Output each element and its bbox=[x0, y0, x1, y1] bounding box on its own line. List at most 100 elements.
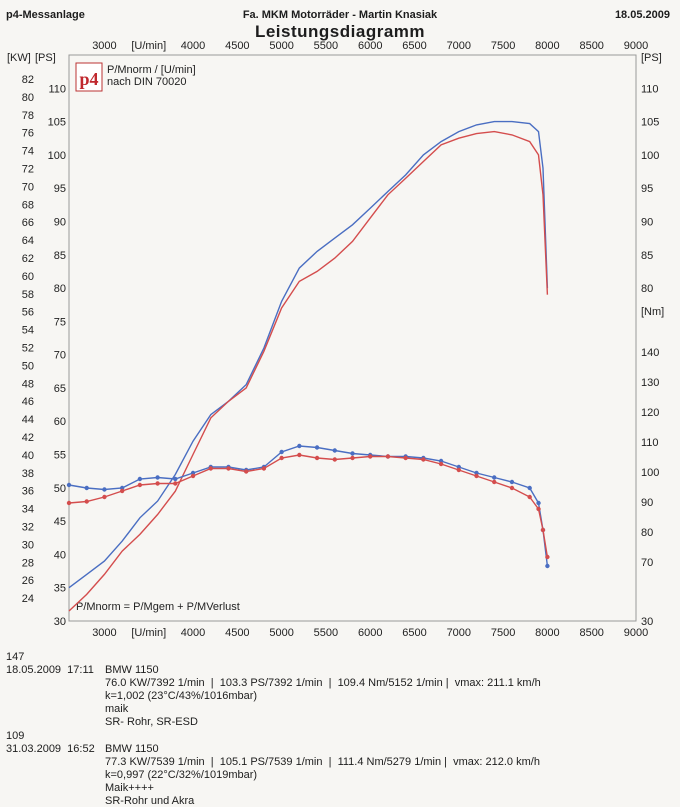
torque-point bbox=[137, 482, 143, 488]
legend-line-1: P/Mnorm / [U/min] bbox=[107, 64, 196, 76]
kw-tick: 56 bbox=[22, 307, 34, 319]
nm-tick: 70 bbox=[641, 557, 653, 569]
formula-text: P/Mnorm = P/Mgem + P/MVerlust bbox=[76, 601, 240, 613]
kw-tick: 58 bbox=[22, 289, 34, 301]
torque-point bbox=[368, 454, 373, 459]
x-tick-top: 5500 bbox=[314, 40, 338, 52]
ps-tick: 90 bbox=[54, 216, 66, 228]
x-tick-bottom: 8500 bbox=[579, 627, 603, 639]
x-tick-bottom: 4500 bbox=[225, 627, 249, 639]
nm-tick: 110 bbox=[641, 437, 659, 449]
kw-tick: 60 bbox=[22, 271, 34, 283]
x-tick-top: 8000 bbox=[535, 40, 559, 52]
ps-tick: 50 bbox=[54, 483, 66, 495]
ps-tick: 85 bbox=[54, 250, 66, 262]
torque-point bbox=[261, 466, 267, 471]
right-ps-tick: 110 bbox=[641, 83, 659, 95]
kw-tick: 32 bbox=[22, 522, 34, 534]
ps-tick: 40 bbox=[54, 549, 66, 561]
torque-point bbox=[527, 494, 532, 500]
kw-tick: 66 bbox=[22, 217, 34, 229]
torque-point bbox=[492, 479, 497, 485]
power-curve-0 bbox=[68, 120, 549, 589]
kw-tick: 80 bbox=[22, 92, 34, 104]
p4-logo bbox=[75, 62, 103, 92]
y-ps-label: [PS] bbox=[35, 52, 56, 64]
chart-title: Leistungsdiagramm bbox=[254, 22, 426, 41]
kw-tick: 52 bbox=[22, 343, 34, 355]
x-tick-bottom: 3000 bbox=[92, 627, 116, 639]
right-ps-tick: 105 bbox=[641, 117, 659, 129]
right-ps-tick: 80 bbox=[641, 283, 653, 295]
torque-point bbox=[509, 485, 515, 491]
nm-tick: 100 bbox=[641, 467, 659, 479]
run-date: 18.05.2009 17:11 bbox=[6, 664, 94, 676]
kw-tick: 54 bbox=[22, 325, 34, 337]
right-ps-tick: 90 bbox=[641, 216, 653, 228]
x-tick-top: 3000 bbox=[92, 40, 116, 52]
torque-curve-2 bbox=[68, 445, 549, 567]
ps-tick: 95 bbox=[54, 183, 66, 195]
app-title: p4-Messanlage bbox=[6, 9, 85, 21]
right-ps-tick: 95 bbox=[641, 183, 653, 195]
x-tick-top: 7500 bbox=[491, 40, 515, 52]
kw-tick: 72 bbox=[22, 164, 34, 176]
x-tick-bottom: 7500 bbox=[491, 627, 515, 639]
nm-tick: 90 bbox=[641, 497, 653, 509]
kw-tick: 68 bbox=[22, 199, 34, 211]
kw-tick: 28 bbox=[22, 557, 34, 569]
torque-point bbox=[226, 466, 231, 471]
torque-point bbox=[119, 488, 125, 494]
torque-point bbox=[350, 451, 355, 456]
run-conditions: k=0,997 (22°C/32%/1019mbar) bbox=[105, 769, 258, 781]
torque-point bbox=[540, 527, 546, 533]
kw-tick: 74 bbox=[22, 146, 34, 158]
torque-curve-3 bbox=[68, 454, 549, 558]
nm-tick: 140 bbox=[641, 347, 659, 359]
kw-tick: 44 bbox=[22, 414, 34, 426]
torque-point bbox=[66, 500, 72, 506]
torque-point bbox=[474, 473, 479, 479]
x-tick-bottom: 9000 bbox=[624, 627, 648, 639]
torque-point bbox=[155, 481, 160, 486]
run-result: 77.3 KW/7539 1/min | 105.1 PS/7539 1/min… bbox=[105, 756, 540, 768]
torque-point bbox=[84, 485, 89, 491]
torque-point bbox=[492, 475, 497, 480]
torque-point bbox=[279, 455, 284, 461]
run-conditions: k=1,002 (23°C/43%/1016mbar) bbox=[105, 690, 258, 702]
x-tick-bottom: 4000 bbox=[181, 627, 205, 639]
ps-tick: 55 bbox=[54, 450, 66, 462]
kw-tick: 36 bbox=[22, 486, 34, 498]
x-tick-bottom: 7000 bbox=[447, 627, 471, 639]
torque-point bbox=[297, 452, 302, 458]
right-ps-tick: 100 bbox=[641, 150, 659, 162]
ps-tick: 30 bbox=[54, 616, 66, 628]
torque-point bbox=[173, 481, 178, 486]
ps-tick: 80 bbox=[54, 283, 66, 295]
torque-point bbox=[314, 445, 320, 450]
p4-logo-text: p4 bbox=[79, 69, 98, 89]
x-tick-top: 4000 bbox=[181, 40, 205, 52]
run-id: 109 bbox=[6, 730, 25, 742]
run-id: 147 bbox=[6, 651, 25, 663]
x-tick-bottom: [U/min] bbox=[131, 627, 166, 639]
x-tick-bottom: 8000 bbox=[535, 627, 559, 639]
x-tick-top: 7000 bbox=[447, 40, 471, 52]
company-name: Fa. MKM Motorräder - Martin Knasiak bbox=[242, 9, 438, 21]
x-tick-bottom: 6000 bbox=[358, 627, 382, 639]
kw-tick: 40 bbox=[22, 450, 34, 462]
run-rider: Maik++++ bbox=[105, 782, 154, 794]
torque-point bbox=[314, 455, 320, 461]
x-tick-top: [U/min] bbox=[131, 40, 166, 52]
x-tick-top: 6000 bbox=[358, 40, 382, 52]
run-model: BMW 1150 bbox=[105, 664, 159, 676]
kw-tick: 50 bbox=[22, 360, 34, 372]
kw-tick: 30 bbox=[22, 539, 34, 551]
torque-point bbox=[527, 485, 532, 491]
y-kw-label: [KW] bbox=[7, 52, 31, 64]
x-tick-top: 5000 bbox=[269, 40, 293, 52]
y-nm-label: [Nm] bbox=[641, 306, 664, 318]
ps-tick: 105 bbox=[48, 117, 66, 129]
torque-point bbox=[279, 449, 284, 455]
report-date: 18.05.2009 bbox=[614, 9, 670, 21]
